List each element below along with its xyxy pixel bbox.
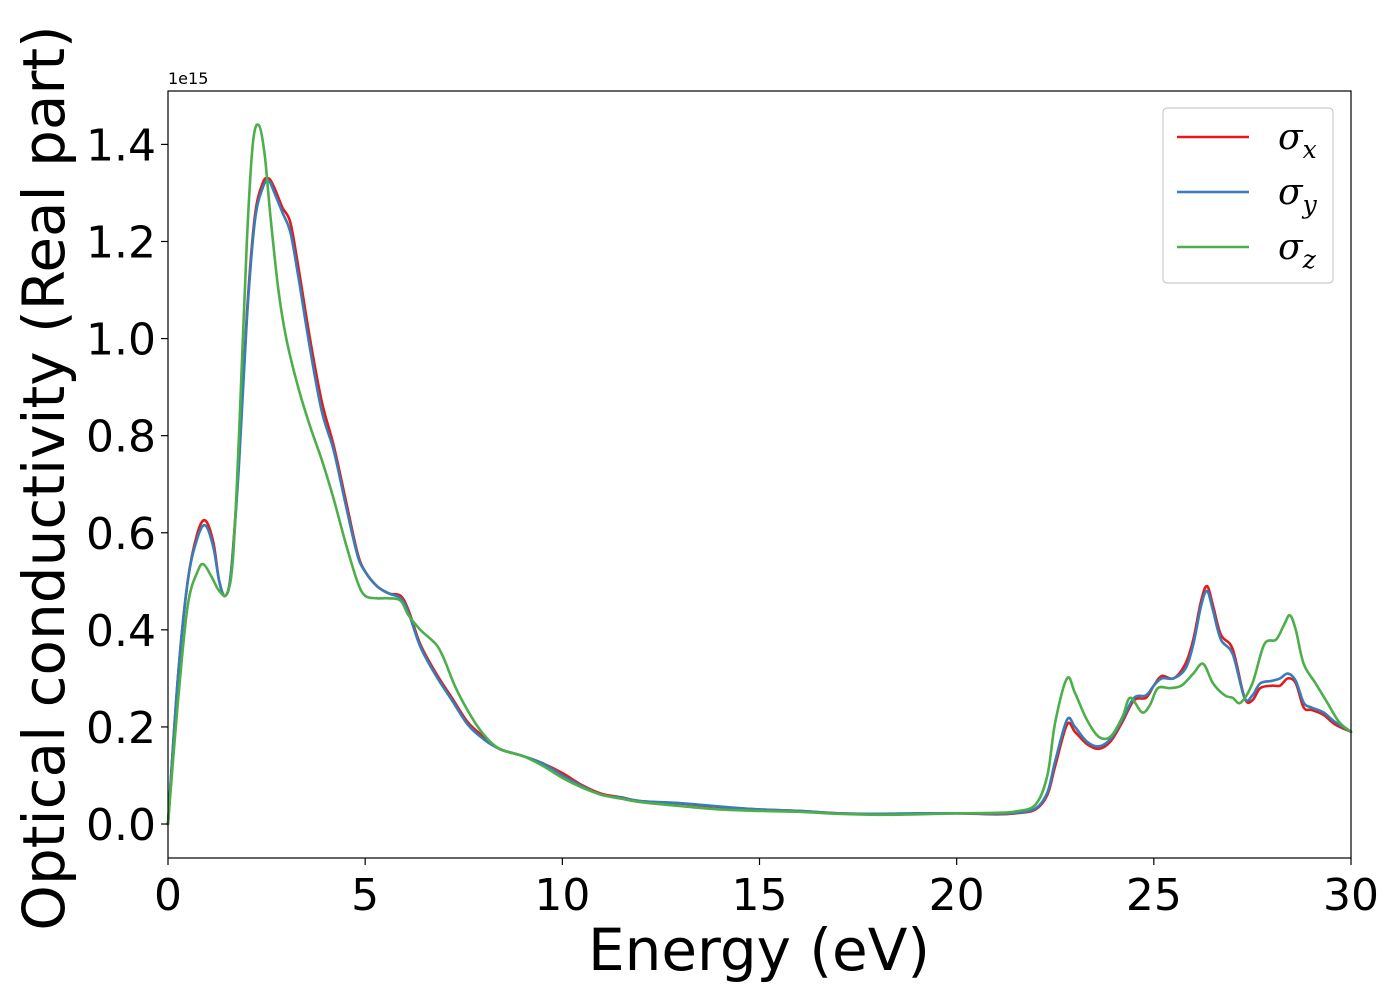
y-tick-label: 1.4	[86, 120, 156, 171]
y-tick-label: 1.0	[86, 315, 156, 366]
y-tick-label: 0.4	[86, 606, 156, 657]
x-tick-label: 15	[732, 870, 788, 921]
y-tick-label: 0.6	[86, 509, 156, 560]
legend-label-sigma-y: σy	[1278, 172, 1318, 219]
y-axis-label: Optical conductivity (Real part)	[10, 25, 78, 930]
y-offset-label: 1e15	[168, 69, 208, 88]
legend-frame	[1162, 107, 1334, 284]
series-line-sigma-y	[166, 179, 1353, 826]
x-tick-label: 10	[534, 870, 590, 921]
x-tick-label: 20	[929, 870, 985, 921]
y-tick-label: 1.2	[86, 217, 156, 268]
x-tick-label: 25	[1126, 870, 1182, 921]
x-axis-label: Energy (eV)	[588, 916, 930, 984]
x-tick-label: 5	[351, 870, 379, 921]
y-axis: 0.0 0.2 0.4 0.6 0.8 1.0 1.2 1.4	[86, 120, 168, 851]
y-tick-label: 0.8	[86, 412, 156, 463]
x-tick-label: 0	[154, 870, 182, 921]
plot-background	[168, 91, 1351, 858]
x-axis: 0 5 10 15 20 25 30	[154, 858, 1379, 921]
y-tick-label: 0.2	[86, 703, 156, 754]
x-tick-label: 30	[1323, 870, 1379, 921]
y-tick-label: 0.0	[86, 800, 156, 851]
series-layer	[166, 123, 1353, 826]
series-line-sigma-z	[166, 123, 1353, 826]
